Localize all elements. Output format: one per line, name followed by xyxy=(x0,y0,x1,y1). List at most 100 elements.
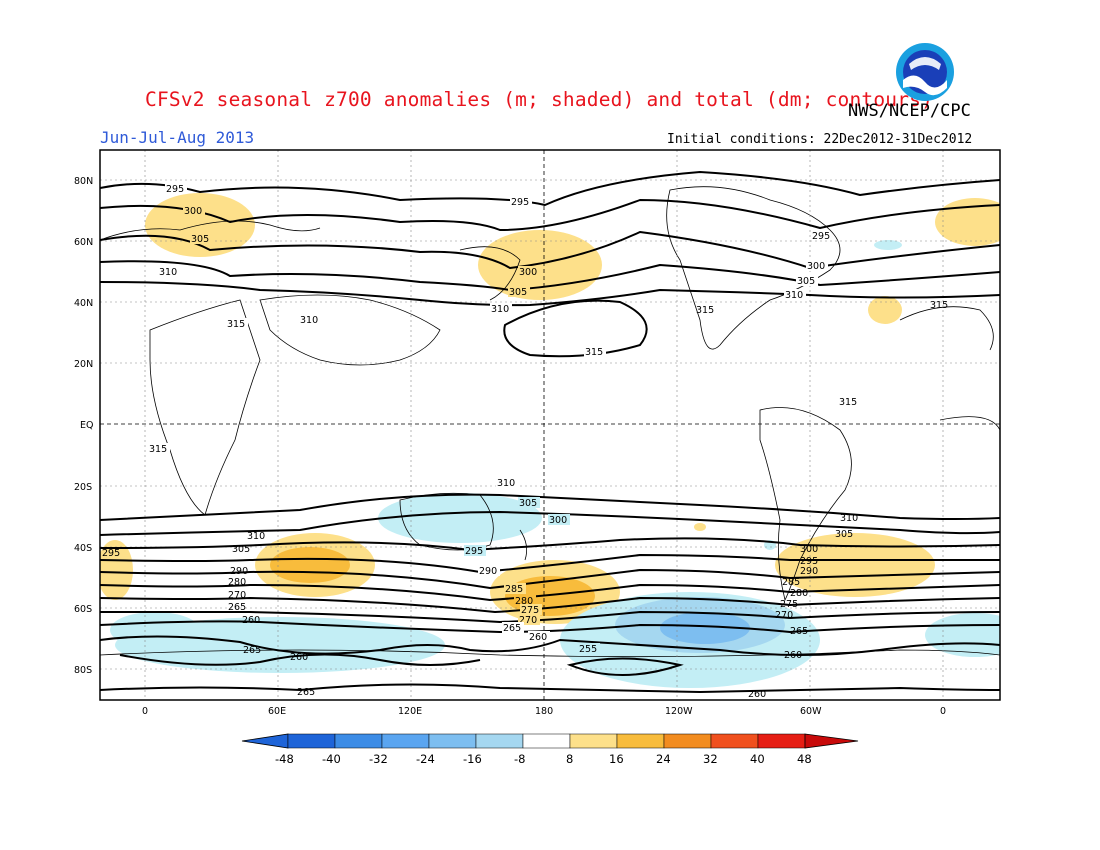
contour-label: 265 xyxy=(243,645,261,656)
contour-label: 260 xyxy=(748,689,766,700)
colorbar-label: -8 xyxy=(514,752,525,766)
contour-label: 295 xyxy=(166,184,184,195)
lat-tick-label: 20S xyxy=(74,482,92,493)
contour-label: 310 xyxy=(840,513,858,524)
contour-label: 290 xyxy=(800,566,818,577)
colorbar-swatch xyxy=(757,733,806,749)
colorbar-label: -40 xyxy=(322,752,341,766)
contour-label: 295 xyxy=(465,546,483,557)
contour-label: 260 xyxy=(784,650,802,661)
contour-label: 305 xyxy=(509,287,527,298)
lat-tick-label: 60N xyxy=(74,237,93,248)
agency-label: NWS/NCEP/CPC xyxy=(848,101,971,121)
contour-label: 280 xyxy=(515,596,533,607)
contour-label: 285 xyxy=(782,577,800,588)
contour-label: 295 xyxy=(511,197,529,208)
contour-label: 310 xyxy=(159,267,177,278)
colorbar-swatch xyxy=(334,733,383,749)
contour-label: 300 xyxy=(549,515,567,526)
contour-label: 295 xyxy=(800,556,818,567)
contour-label: 305 xyxy=(191,234,209,245)
contour-label: 285 xyxy=(505,584,523,595)
contour-label: 260 xyxy=(290,652,308,663)
colorbar-arrow-left xyxy=(241,733,289,749)
lat-tick-label: EQ xyxy=(80,420,93,431)
lat-tick-label: 80N xyxy=(74,176,93,187)
contour-label: 265 xyxy=(503,623,521,634)
lat-tick-label: 20N xyxy=(74,359,93,370)
colorbar-label: 16 xyxy=(609,752,624,766)
colorbar-swatch xyxy=(710,733,759,749)
colorbar-swatch xyxy=(616,733,665,749)
longitude-axis: 0 60E 120E 180 120W 60W 0 xyxy=(142,706,946,717)
colorbar-swatch xyxy=(287,733,336,749)
map-frame xyxy=(99,149,1001,701)
contour-label: 260 xyxy=(242,615,260,626)
season-label: Jun-Jul-Aug 2013 xyxy=(100,128,255,147)
colorbar-swatch xyxy=(522,733,571,749)
lon-tick-label: 60E xyxy=(268,706,286,717)
contour-label: 310 xyxy=(491,304,509,315)
colorbar-swatch xyxy=(475,733,524,749)
map-title: CFSv2 seasonal z700 anomalies (m; shaded… xyxy=(145,88,934,111)
contour-label: 300 xyxy=(800,544,818,555)
contour-label: 280 xyxy=(790,588,808,599)
contour-label: 265 xyxy=(790,626,808,637)
contour-label: 305 xyxy=(232,544,250,555)
colorbar-swatch xyxy=(663,733,712,749)
contour-label: 280 xyxy=(228,577,246,588)
colorbar-label: 8 xyxy=(566,752,573,766)
contour-label: 260 xyxy=(529,632,547,643)
colorbar-label: -32 xyxy=(369,752,388,766)
contour-label: 290 xyxy=(479,566,497,577)
contour-label: 305 xyxy=(519,498,537,509)
colorbar-label: 40 xyxy=(750,752,765,766)
contour-label: 270 xyxy=(519,615,537,626)
gridlines xyxy=(100,150,1000,700)
noaa-logo-icon xyxy=(896,43,954,101)
contour-label: 315 xyxy=(696,305,714,316)
lon-tick-label: 180 xyxy=(535,706,553,717)
lon-tick-label: 120W xyxy=(665,706,693,717)
contour-label: 315 xyxy=(839,397,857,408)
colorbar-label: 32 xyxy=(703,752,718,766)
contour-label: 265 xyxy=(228,602,246,613)
contour-label: 275 xyxy=(780,599,798,610)
contour-label: 290 xyxy=(230,566,248,577)
contour-label: 300 xyxy=(184,206,202,217)
colorbar: -48 -40 -32 -24 -16 -8 8 16 24 32 40 48 xyxy=(241,733,859,766)
contour-label: 275 xyxy=(521,605,539,616)
lat-tick-label: 60S xyxy=(74,604,92,615)
latitude-axis: 80N 60N 40N 20N EQ 20S 40S 60S 80S xyxy=(74,176,93,676)
colorbar-swatch xyxy=(569,733,618,749)
colorbar-label: -48 xyxy=(275,752,294,766)
contour-labels: 295 300 305 310 315 295 300 305 310 315 … xyxy=(102,183,948,700)
lon-tick-label: 0 xyxy=(940,706,946,717)
contour-label: 270 xyxy=(775,610,793,621)
lat-tick-label: 40N xyxy=(74,298,93,309)
contour-label: 300 xyxy=(807,261,825,272)
contour-label: 255 xyxy=(579,644,597,655)
contour-label: 305 xyxy=(835,529,853,540)
contour-label: 310 xyxy=(497,478,515,489)
colorbar-swatch xyxy=(381,733,430,749)
contour-label: 315 xyxy=(149,444,167,455)
contour-label: 310 xyxy=(300,315,318,326)
colorbar-swatch xyxy=(428,733,477,749)
contour-label: 310 xyxy=(247,531,265,542)
lat-tick-label: 80S xyxy=(74,665,92,676)
contour-label: 295 xyxy=(812,231,830,242)
initial-conditions-label: Initial conditions: 22Dec2012-31Dec2012 xyxy=(667,132,973,147)
contour-label: 315 xyxy=(930,300,948,311)
colorbar-label: -16 xyxy=(463,752,482,766)
contour-label: 300 xyxy=(519,267,537,278)
lon-tick-label: 120E xyxy=(398,706,422,717)
contour-label: 310 xyxy=(785,290,803,301)
lat-tick-label: 40S xyxy=(74,543,92,554)
colorbar-label: -24 xyxy=(416,752,435,766)
contour-label: 315 xyxy=(585,347,603,358)
contour-label: 305 xyxy=(797,276,815,287)
contour-label: 265 xyxy=(297,687,315,698)
lon-tick-label: 0 xyxy=(142,706,148,717)
colorbar-arrow-right xyxy=(804,733,859,749)
